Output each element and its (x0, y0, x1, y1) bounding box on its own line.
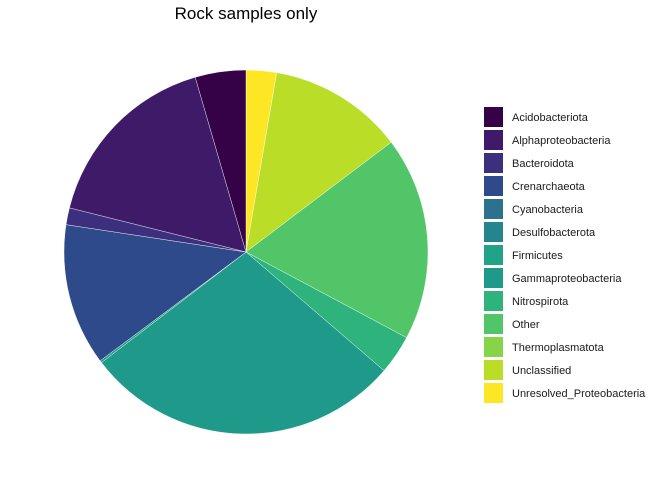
pie-slice-gammaproteobacteria (101, 251, 385, 435)
legend-key-acidobacteriota (484, 107, 503, 127)
legend-label-unresolved-proteobacteria: Unresolved_Proteobacteria (512, 388, 646, 400)
legend-label-desulfobacterota: Desulfobacterota (512, 227, 596, 239)
pie-slice-acidobacteriota (194, 69, 247, 253)
legend-label-gammaproteobacteria: Gammaproteobacteria (512, 273, 622, 285)
legend-key-unclassified (484, 360, 503, 380)
legend-key-thermoplasmatota (484, 337, 503, 357)
pie-slice-crenarchaeota (63, 224, 247, 362)
chart-title: Rock samples only (174, 4, 318, 23)
legend-label-cyanobacteria: Cyanobacteria (512, 204, 584, 216)
pie-slice-other (245, 141, 429, 338)
legend-label-other: Other (512, 319, 540, 331)
legend-key-desulfobacterota (484, 222, 503, 242)
legend-key-other (484, 314, 503, 334)
legend-label-alphaproteobacteria: Alphaproteobacteria (512, 135, 611, 147)
legend-label-unclassified: Unclassified (512, 365, 571, 377)
legend-key-firmicutes (484, 245, 503, 265)
legend-key-bacteroidota (484, 153, 503, 173)
legend-label-bacteroidota: Bacteroidota (512, 158, 575, 170)
legend-key-unresolved-proteobacteria (484, 383, 503, 403)
legend-key-nitrospirota (484, 291, 503, 311)
legend-label-nitrospirota: Nitrospirota (512, 296, 569, 308)
legend-label-crenarchaeota: Crenarchaeota (512, 181, 586, 193)
legend-key-gammaproteobacteria (484, 268, 503, 288)
pie-slice-alphaproteobacteria (69, 76, 247, 253)
legend-label-firmicutes: Firmicutes (512, 250, 563, 262)
pie-slices (63, 69, 429, 435)
legend-key-cyanobacteria (484, 199, 503, 219)
legend-key-crenarchaeota (484, 176, 503, 196)
legend-key-alphaproteobacteria (484, 130, 503, 150)
legend: Acidobacteriota Alphaproteobacteria Bacter… (484, 107, 646, 403)
legend-label-thermoplasmatota: Thermoplasmatota (512, 342, 605, 354)
legend-label-acidobacteriota: Acidobacteriota (512, 112, 589, 124)
pie-slice-unclassified (245, 72, 392, 253)
